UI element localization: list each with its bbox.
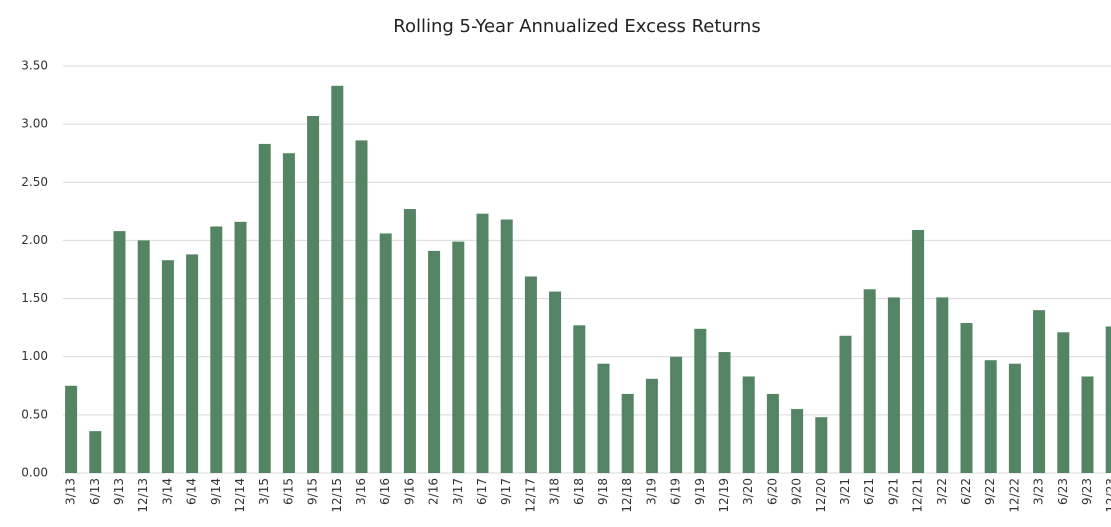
x-tick-label: 12/22 bbox=[1007, 478, 1021, 513]
y-tick-label: 0.50 bbox=[21, 407, 48, 421]
x-tick-label: 9/20 bbox=[790, 478, 804, 505]
bar bbox=[65, 385, 78, 473]
x-tick-label: 12/13 bbox=[136, 478, 150, 513]
bar bbox=[766, 393, 779, 473]
bar bbox=[645, 378, 658, 473]
x-tick-label: 3/23 bbox=[1032, 478, 1046, 505]
bar bbox=[331, 85, 344, 474]
x-tick-label: 6/15 bbox=[281, 478, 295, 505]
y-tick-label: 0.00 bbox=[21, 466, 48, 480]
bar bbox=[476, 213, 489, 473]
x-tick-label: 3/22 bbox=[935, 478, 949, 505]
bar bbox=[936, 297, 949, 473]
bar bbox=[887, 297, 900, 473]
x-tick-label: 12/14 bbox=[233, 478, 247, 513]
bar bbox=[694, 328, 707, 473]
bar bbox=[500, 219, 513, 473]
bar bbox=[863, 289, 876, 473]
x-tick-label: 3/16 bbox=[354, 478, 368, 505]
x-tick-label: 9/15 bbox=[306, 478, 320, 505]
x-tick-label: 6/13 bbox=[88, 478, 102, 505]
x-tick-label: 9/19 bbox=[693, 478, 707, 505]
x-tick-label: 6/23 bbox=[1056, 478, 1070, 505]
bar bbox=[1033, 310, 1046, 473]
bar bbox=[186, 254, 199, 473]
bar bbox=[89, 431, 102, 473]
bar bbox=[355, 140, 368, 473]
x-tick-label: 12/23 bbox=[1104, 478, 1111, 513]
x-tick-label: 9/14 bbox=[209, 478, 223, 505]
chart-title: Rolling 5-Year Annualized Excess Returns bbox=[393, 16, 760, 37]
x-tick-label: 6/18 bbox=[572, 478, 586, 505]
bar bbox=[1057, 332, 1070, 473]
x-tick-label: 3/18 bbox=[548, 478, 562, 505]
x-tick-label: 6/20 bbox=[765, 478, 779, 505]
bar bbox=[742, 376, 755, 473]
x-tick-label: 12/15 bbox=[330, 478, 344, 513]
y-tick-label: 3.50 bbox=[21, 59, 48, 73]
bar bbox=[670, 356, 683, 473]
x-tick-label: 9/21 bbox=[886, 478, 900, 505]
bar bbox=[524, 276, 537, 473]
bar bbox=[549, 291, 562, 473]
x-tick-label: 6/19 bbox=[669, 478, 683, 505]
bar bbox=[161, 260, 174, 473]
x-tick-label: 12/18 bbox=[620, 478, 634, 513]
bar bbox=[573, 325, 586, 473]
x-tick-label: 9/16 bbox=[402, 478, 416, 505]
x-tick-label: 9/23 bbox=[1080, 478, 1094, 505]
bar bbox=[960, 322, 973, 473]
y-tick-label: 2.00 bbox=[21, 233, 48, 247]
bar bbox=[282, 153, 295, 473]
x-tick-label: 3/20 bbox=[741, 478, 755, 505]
bar bbox=[912, 229, 925, 473]
bar bbox=[258, 143, 271, 473]
x-tick-label: 6/21 bbox=[862, 478, 876, 505]
bar bbox=[621, 393, 634, 473]
bar bbox=[839, 335, 852, 473]
bar bbox=[718, 352, 731, 473]
x-tick-label: 9/17 bbox=[499, 478, 513, 505]
x-tick-label: 3/21 bbox=[838, 478, 852, 505]
x-tick-label: 6/17 bbox=[475, 478, 489, 505]
x-tick-label: 3/13 bbox=[64, 478, 78, 505]
bar bbox=[403, 209, 416, 473]
x-tick-label: 12/21 bbox=[911, 478, 925, 513]
bar bbox=[379, 233, 392, 473]
x-tick-label: 3/17 bbox=[451, 478, 465, 505]
x-tick-label: 9/22 bbox=[983, 478, 997, 505]
bar bbox=[452, 241, 465, 473]
bar bbox=[428, 250, 441, 473]
bar bbox=[234, 221, 247, 473]
bar bbox=[984, 360, 997, 473]
bar bbox=[210, 226, 223, 473]
bar bbox=[1081, 376, 1094, 473]
x-tick-label: 9/18 bbox=[596, 478, 610, 505]
bar bbox=[1008, 363, 1021, 473]
bar bbox=[137, 240, 150, 473]
x-tick-label: 12/17 bbox=[523, 478, 537, 513]
x-tick-label: 3/15 bbox=[257, 478, 271, 505]
y-tick-label: 3.00 bbox=[21, 117, 48, 131]
x-tick-label: 3/19 bbox=[644, 478, 658, 505]
x-tick-label: 12/19 bbox=[717, 478, 731, 513]
x-tick-label: 3/14 bbox=[160, 478, 174, 505]
bar bbox=[113, 231, 126, 473]
x-tick-label: 2/16 bbox=[427, 478, 441, 505]
y-tick-label: 2.50 bbox=[21, 175, 48, 189]
x-tick-label: 9/13 bbox=[112, 478, 126, 505]
x-tick-label: 6/14 bbox=[185, 478, 199, 505]
x-tick-label: 12/20 bbox=[814, 478, 828, 513]
y-tick-label: 1.00 bbox=[21, 349, 48, 363]
x-tick-label: 6/22 bbox=[959, 478, 973, 505]
bar bbox=[1105, 326, 1111, 473]
bar bbox=[791, 409, 804, 473]
x-tick-label: 6/16 bbox=[378, 478, 392, 505]
bar bbox=[815, 417, 828, 473]
bar bbox=[597, 363, 610, 473]
bar bbox=[307, 116, 320, 473]
y-tick-label: 1.50 bbox=[21, 291, 48, 305]
